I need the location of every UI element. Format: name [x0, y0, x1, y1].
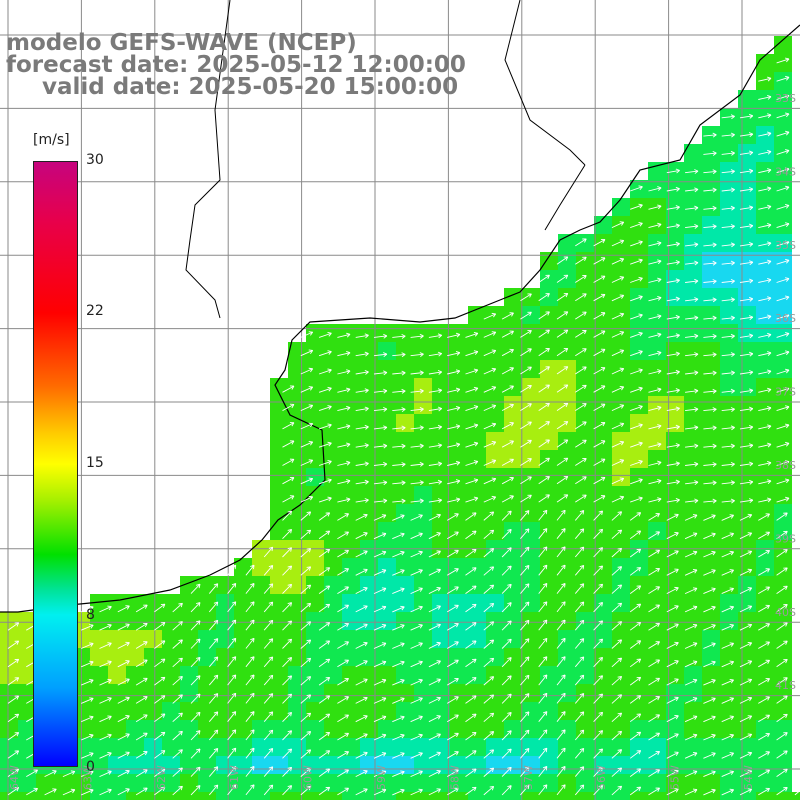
colorbar-tick-30: 30: [86, 152, 104, 168]
lat-label: 40S: [775, 606, 796, 619]
lon-label: 64W: [8, 765, 21, 790]
lat-label: 38S: [775, 459, 796, 472]
lon-label: 60W: [302, 765, 315, 790]
colorbar-tick-0: 0: [86, 759, 95, 775]
lon-label: 55W: [669, 765, 682, 790]
lat-label: 36S: [775, 312, 796, 325]
lat-label: 39S: [775, 532, 796, 545]
lon-label: 62W: [155, 765, 168, 790]
lon-label: 61W: [228, 765, 241, 790]
lat-label: 34S: [775, 165, 796, 178]
lat-label: 41S: [775, 679, 796, 692]
lon-label: 58W: [448, 765, 461, 790]
colorbar: [33, 161, 78, 767]
land-area: [0, 0, 800, 612]
lat-label: 35S: [775, 239, 796, 252]
lon-label: 59W: [375, 765, 388, 790]
lon-label: 54W: [742, 765, 755, 790]
colorbar-tick-22: 22: [86, 303, 104, 319]
colorbar-tick-15: 15: [86, 455, 104, 471]
colorbar-unit: [m/s]: [33, 132, 70, 148]
valid-date: valid date: 2025-05-20 15:00:00: [42, 74, 459, 100]
colorbar-tick-8: 8: [86, 607, 95, 623]
graticule-labels: 33S 34S 35S 36S 37S 38S 39S 40S 41S 64W 63W 62W 61W 6…: [8, 92, 796, 790]
country-border: [504, 0, 586, 166]
lon-label: 57W: [522, 765, 535, 790]
lon-label: 63W: [81, 765, 94, 790]
lat-label: 37S: [775, 386, 796, 399]
forecast-date: forecast date: 2025-05-12 12:00:00: [6, 52, 466, 78]
lat-label: 33S: [775, 92, 796, 105]
lon-label: 56W: [595, 765, 608, 790]
land-polygon: [0, 0, 800, 612]
coastline: [0, 0, 800, 613]
river-border: [185, 0, 231, 319]
model-title: modelo GEFS-WAVE (NCEP): [6, 30, 357, 56]
coast-line: [0, 24, 800, 613]
